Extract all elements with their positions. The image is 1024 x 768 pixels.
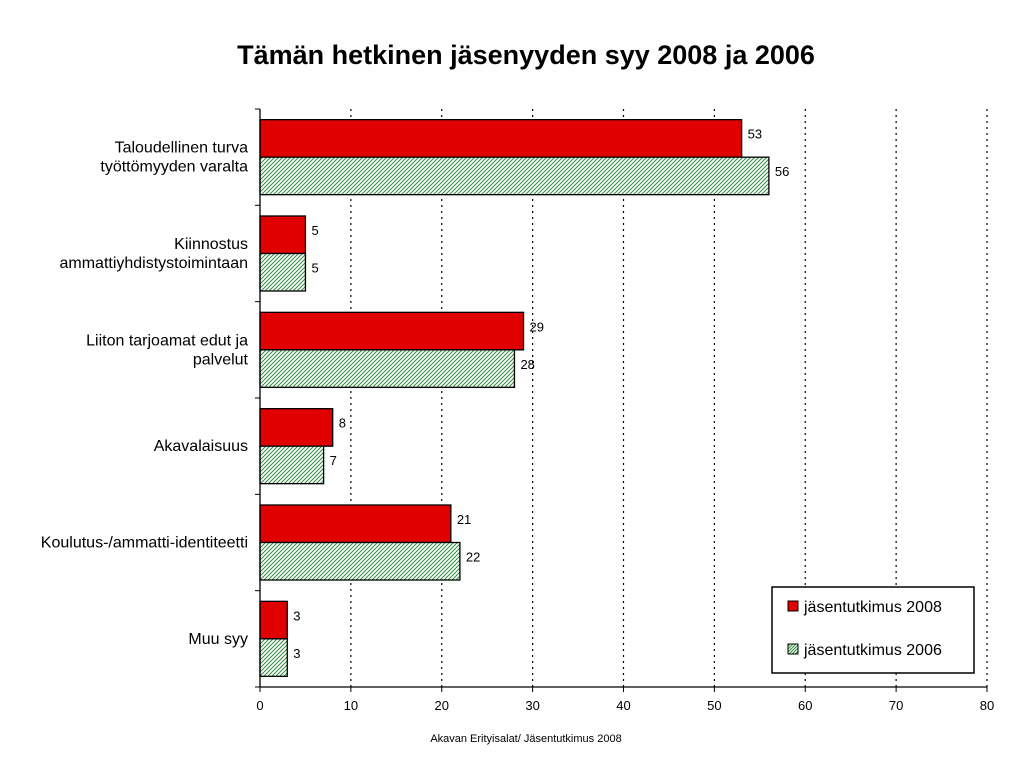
bar-2008	[259, 504, 452, 544]
legend-box	[771, 586, 975, 674]
legend-swatch-2006	[787, 643, 799, 655]
category-label: ammattiyhdistystoimintaan	[59, 255, 248, 272]
x-tick-label: 50	[707, 698, 721, 713]
x-tick-label: 30	[525, 698, 539, 713]
data-label: 53	[748, 127, 762, 142]
legend: jäsentutkimus 2008 jäsentutkimus 2006	[771, 586, 975, 674]
data-label: 5	[311, 261, 318, 276]
category-label: työttömyyden varalta	[100, 159, 248, 176]
bar-2006	[259, 445, 325, 485]
bar-2008	[259, 215, 307, 255]
grid-lines	[350, 109, 988, 687]
chart-title: Tämän hetkinen jäsenyyden syy 2008 ja 20…	[237, 40, 815, 70]
legend-label-2008: jäsentutkimus 2008	[803, 599, 942, 616]
data-label: 56	[775, 164, 789, 179]
data-label: 28	[520, 357, 534, 372]
bar-2008	[259, 311, 525, 351]
data-label: 7	[330, 453, 337, 468]
bar-2006	[259, 349, 516, 388]
bar-2008	[259, 119, 743, 158]
data-label: 5	[311, 223, 318, 238]
x-tick-label: 80	[980, 698, 994, 713]
x-tick-label: 70	[889, 698, 903, 713]
bar-2006	[259, 541, 461, 581]
category-label: Muu syy	[188, 631, 248, 648]
x-tick-label: 0	[256, 698, 263, 713]
data-label: 22	[466, 550, 480, 565]
legend-label-2006: jäsentutkimus 2006	[803, 642, 942, 659]
category-label: Kiinnostus	[174, 236, 248, 253]
x-tick-label: 40	[616, 698, 630, 713]
bar-2006	[259, 252, 307, 292]
data-label: 3	[293, 608, 300, 623]
x-tick-label: 10	[344, 698, 358, 713]
x-tick-label: 20	[435, 698, 449, 713]
category-label: Taloudellinen turva	[115, 140, 249, 157]
category-label: Koulutus-/ammatti-identiteetti	[41, 535, 248, 552]
bar-2006	[259, 638, 288, 677]
data-label: 8	[339, 416, 346, 431]
category-label: Akavalaisuus	[154, 438, 248, 455]
bar-2008	[259, 600, 288, 640]
axes	[255, 108, 988, 692]
bar-2008	[259, 408, 334, 447]
data-label: 21	[457, 512, 471, 527]
footer-source: Akavan Erityisalat/ Jäsentutkimus 2008	[430, 733, 621, 745]
data-label: 3	[293, 646, 300, 661]
data-label: 29	[530, 319, 544, 334]
x-tick-label: 60	[798, 698, 812, 713]
category-label: palvelut	[193, 351, 249, 368]
legend-swatch-2008	[787, 600, 799, 612]
bar-2006	[259, 156, 770, 196]
bars	[259, 119, 770, 677]
category-label: Liiton tarjoamat edut ja	[86, 332, 248, 349]
